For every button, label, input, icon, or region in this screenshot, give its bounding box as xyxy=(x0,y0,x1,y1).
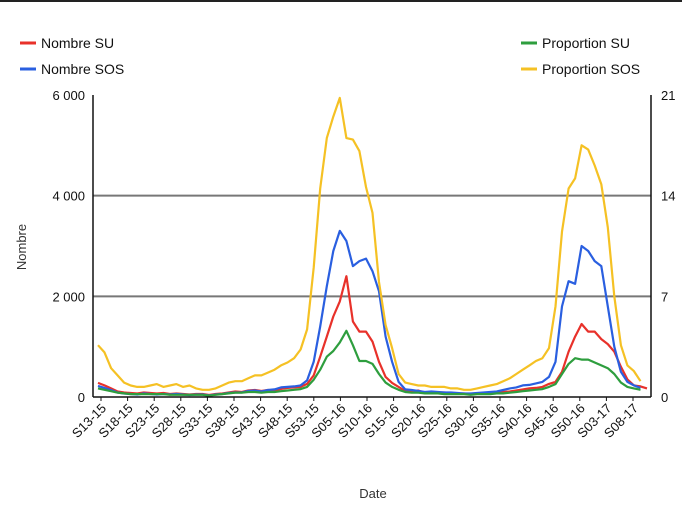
legend: Nombre SU Nombre SOS Proportion SU Proporti… xyxy=(20,35,640,77)
series-line-proportion-su xyxy=(97,329,641,397)
y-tick-label: 4 000 xyxy=(52,189,85,204)
y2-tick-label: 21 xyxy=(661,88,675,103)
legend-label: Nombre SU xyxy=(41,35,114,51)
series-lines xyxy=(97,96,648,397)
y2-tick-label: 14 xyxy=(661,189,675,204)
y2-tick-label: 7 xyxy=(661,289,668,304)
y-tick-label: 0 xyxy=(78,390,85,405)
y-axis-title: Nombre xyxy=(14,224,29,270)
y2-axis-ticks: 0 7 14 21 xyxy=(661,88,675,405)
legend-label: Proportion SU xyxy=(542,35,630,51)
series-line-proportion-sos xyxy=(97,96,642,391)
axes xyxy=(92,95,652,398)
legend-item: Proportion SOS xyxy=(521,61,640,77)
y-axis-ticks: 0 2 000 4 000 6 000 xyxy=(52,88,85,405)
y-tick-label: 2 000 xyxy=(52,289,85,304)
y2-tick-label: 0 xyxy=(661,390,668,405)
legend-label: Proportion SOS xyxy=(542,61,640,77)
y-tick-label: 6 000 xyxy=(52,88,85,103)
grid-lines xyxy=(93,194,651,298)
legend-label: Nombre SOS xyxy=(41,61,124,77)
x-axis-ticks: S13-15S18-15S23-15S28-15S33-15S38-15S43-… xyxy=(69,397,641,441)
legend-item: Nombre SU xyxy=(20,35,114,51)
legend-item: Nombre SOS xyxy=(20,61,124,77)
legend-item: Proportion SU xyxy=(521,35,630,51)
x-axis-title: Date xyxy=(359,486,386,501)
